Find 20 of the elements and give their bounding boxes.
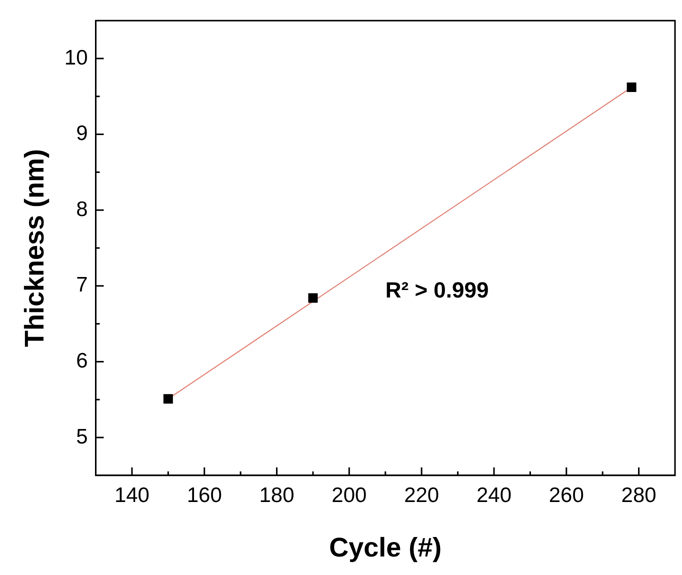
point <box>308 293 318 303</box>
x-tick-label: 200 <box>332 484 367 507</box>
y-axis-title: Thickness (nm) <box>20 148 50 348</box>
y-tick-label: 10 <box>64 46 88 70</box>
y-tick-label: 8 <box>76 198 88 221</box>
x-tick-label: 160 <box>186 484 222 507</box>
y-tick-label: 6 <box>76 349 88 372</box>
y-tick-label: 7 <box>76 274 88 297</box>
x-tick-label: 180 <box>259 484 294 507</box>
x-tick-label: 260 <box>548 484 584 507</box>
y-tick-label: 9 <box>76 122 88 146</box>
annotation: R² > 0.999 <box>385 277 489 302</box>
x-axis-title: Cycle (#) <box>329 532 442 562</box>
x-tick-label: 280 <box>621 484 656 507</box>
x-tick-label: 220 <box>404 484 440 507</box>
point <box>626 82 636 92</box>
y-tick-label: 5 <box>76 425 88 448</box>
x-tick-label: 240 <box>476 484 512 507</box>
point <box>163 394 173 404</box>
x-tick-label: 140 <box>114 484 150 507</box>
